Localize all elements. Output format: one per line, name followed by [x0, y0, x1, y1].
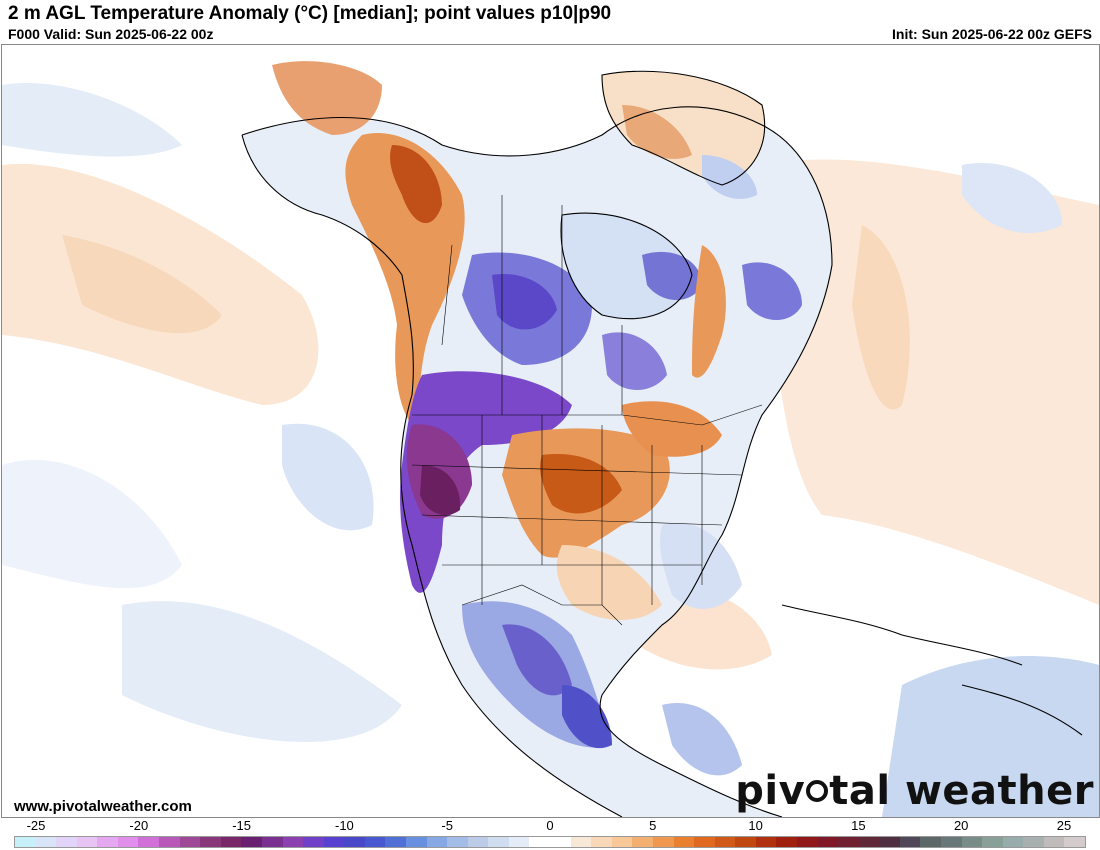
colorbar-swatch [405, 837, 427, 847]
colorbar-swatch [117, 837, 139, 847]
colorbar-tick-label: -5 [441, 818, 453, 833]
header: 2 m AGL Temperature Anomaly (°C) [median… [0, 0, 1100, 44]
colorbar-swatch [941, 837, 962, 847]
colorbar-swatch [652, 837, 674, 847]
colorbar-tick-label: 25 [1056, 818, 1072, 833]
colorbar-swatch [838, 837, 859, 847]
colorbar-tick-label: -25 [26, 818, 46, 833]
colorbar-swatch [179, 837, 201, 847]
colorbar-swatch [488, 837, 509, 847]
colorbar-swatch [200, 837, 221, 847]
colorbar-swatch [879, 837, 900, 847]
colorbar-swatch [76, 837, 98, 847]
colorbar-swatch [385, 837, 406, 847]
colorbar-swatch [220, 837, 242, 847]
colorbar-swatch [899, 837, 921, 847]
colorbar-swatch [241, 837, 262, 847]
colorbar-swatch [796, 837, 818, 847]
colorbar-swatch [982, 837, 1003, 847]
colorbar-swatch [1064, 837, 1086, 847]
colorbar-swatch [673, 837, 695, 847]
colorbar-swatch [611, 837, 633, 847]
valid-time: F000 Valid: Sun 2025-06-22 00z [8, 26, 214, 42]
colorbar-swatch [591, 837, 612, 847]
colorbar-swatch [1043, 837, 1065, 847]
colorbar-swatch [323, 837, 345, 847]
colorbar-swatch [632, 837, 653, 847]
colorbar-tick-label: -20 [129, 818, 149, 833]
colorbar-swatch [261, 837, 283, 847]
colorbar-swatch [138, 837, 160, 847]
colorbar-swatch [467, 837, 489, 847]
colorbar-swatch [570, 837, 592, 847]
colorbar-swatch [817, 837, 839, 847]
colorbar-swatch [159, 837, 180, 847]
colorbar-swatch [1023, 837, 1044, 847]
colorbar-tick-label: 15 [851, 818, 866, 833]
colorbar-swatch [508, 837, 530, 847]
colorbar-swatch [56, 837, 77, 847]
init-time: Init: Sun 2025-06-22 00z GEFS [892, 26, 1092, 42]
colorbar-swatch [550, 837, 571, 847]
colorbar-swatch [735, 837, 756, 847]
brand-left: piv [735, 768, 806, 814]
colorbar-swatch [282, 837, 304, 847]
map-panel[interactable] [1, 44, 1100, 818]
brand-logo: piv tal weather [735, 768, 1094, 814]
colorbar-swatch [1002, 837, 1024, 847]
colorbar-swatch [447, 837, 468, 847]
colorbar-swatch [426, 837, 448, 847]
colorbar-swatch [920, 837, 942, 847]
colorbar-swatch [15, 837, 36, 847]
colorbar-swatch [694, 837, 715, 847]
colorbar-tick-label: 0 [546, 818, 554, 833]
colorbar-swatch [364, 837, 386, 847]
colorbar [14, 836, 1086, 848]
map-title: 2 m AGL Temperature Anomaly (°C) [median… [8, 3, 612, 24]
colorbar-tick-label: 20 [953, 818, 969, 833]
colorbar-swatch [344, 837, 365, 847]
colorbar-tick-label: -15 [232, 818, 251, 833]
brand-right: tal weather [829, 768, 1094, 814]
colorbar-swatch [529, 837, 551, 847]
colorbar-tick-label: 10 [748, 818, 763, 833]
anomaly-map [2, 45, 1099, 817]
colorbar-swatch [97, 837, 118, 847]
colorbar-swatch [714, 837, 736, 847]
colorbar-ticks: -25 -20 -15 -10 -5 0 5 10 15 20 25 [14, 818, 1086, 834]
colorbar-swatch [303, 837, 324, 847]
colorbar-tick-label: -10 [334, 818, 354, 833]
colorbar-swatch [858, 837, 880, 847]
colorbar-swatch [35, 837, 57, 847]
brand-o-icon [806, 780, 829, 802]
colorbar-swatch [776, 837, 797, 847]
colorbar-swatch [755, 837, 777, 847]
website-label: www.pivotalweather.com [14, 798, 192, 815]
colorbar-swatch [961, 837, 983, 847]
colorbar-tick-label: 5 [649, 818, 657, 833]
